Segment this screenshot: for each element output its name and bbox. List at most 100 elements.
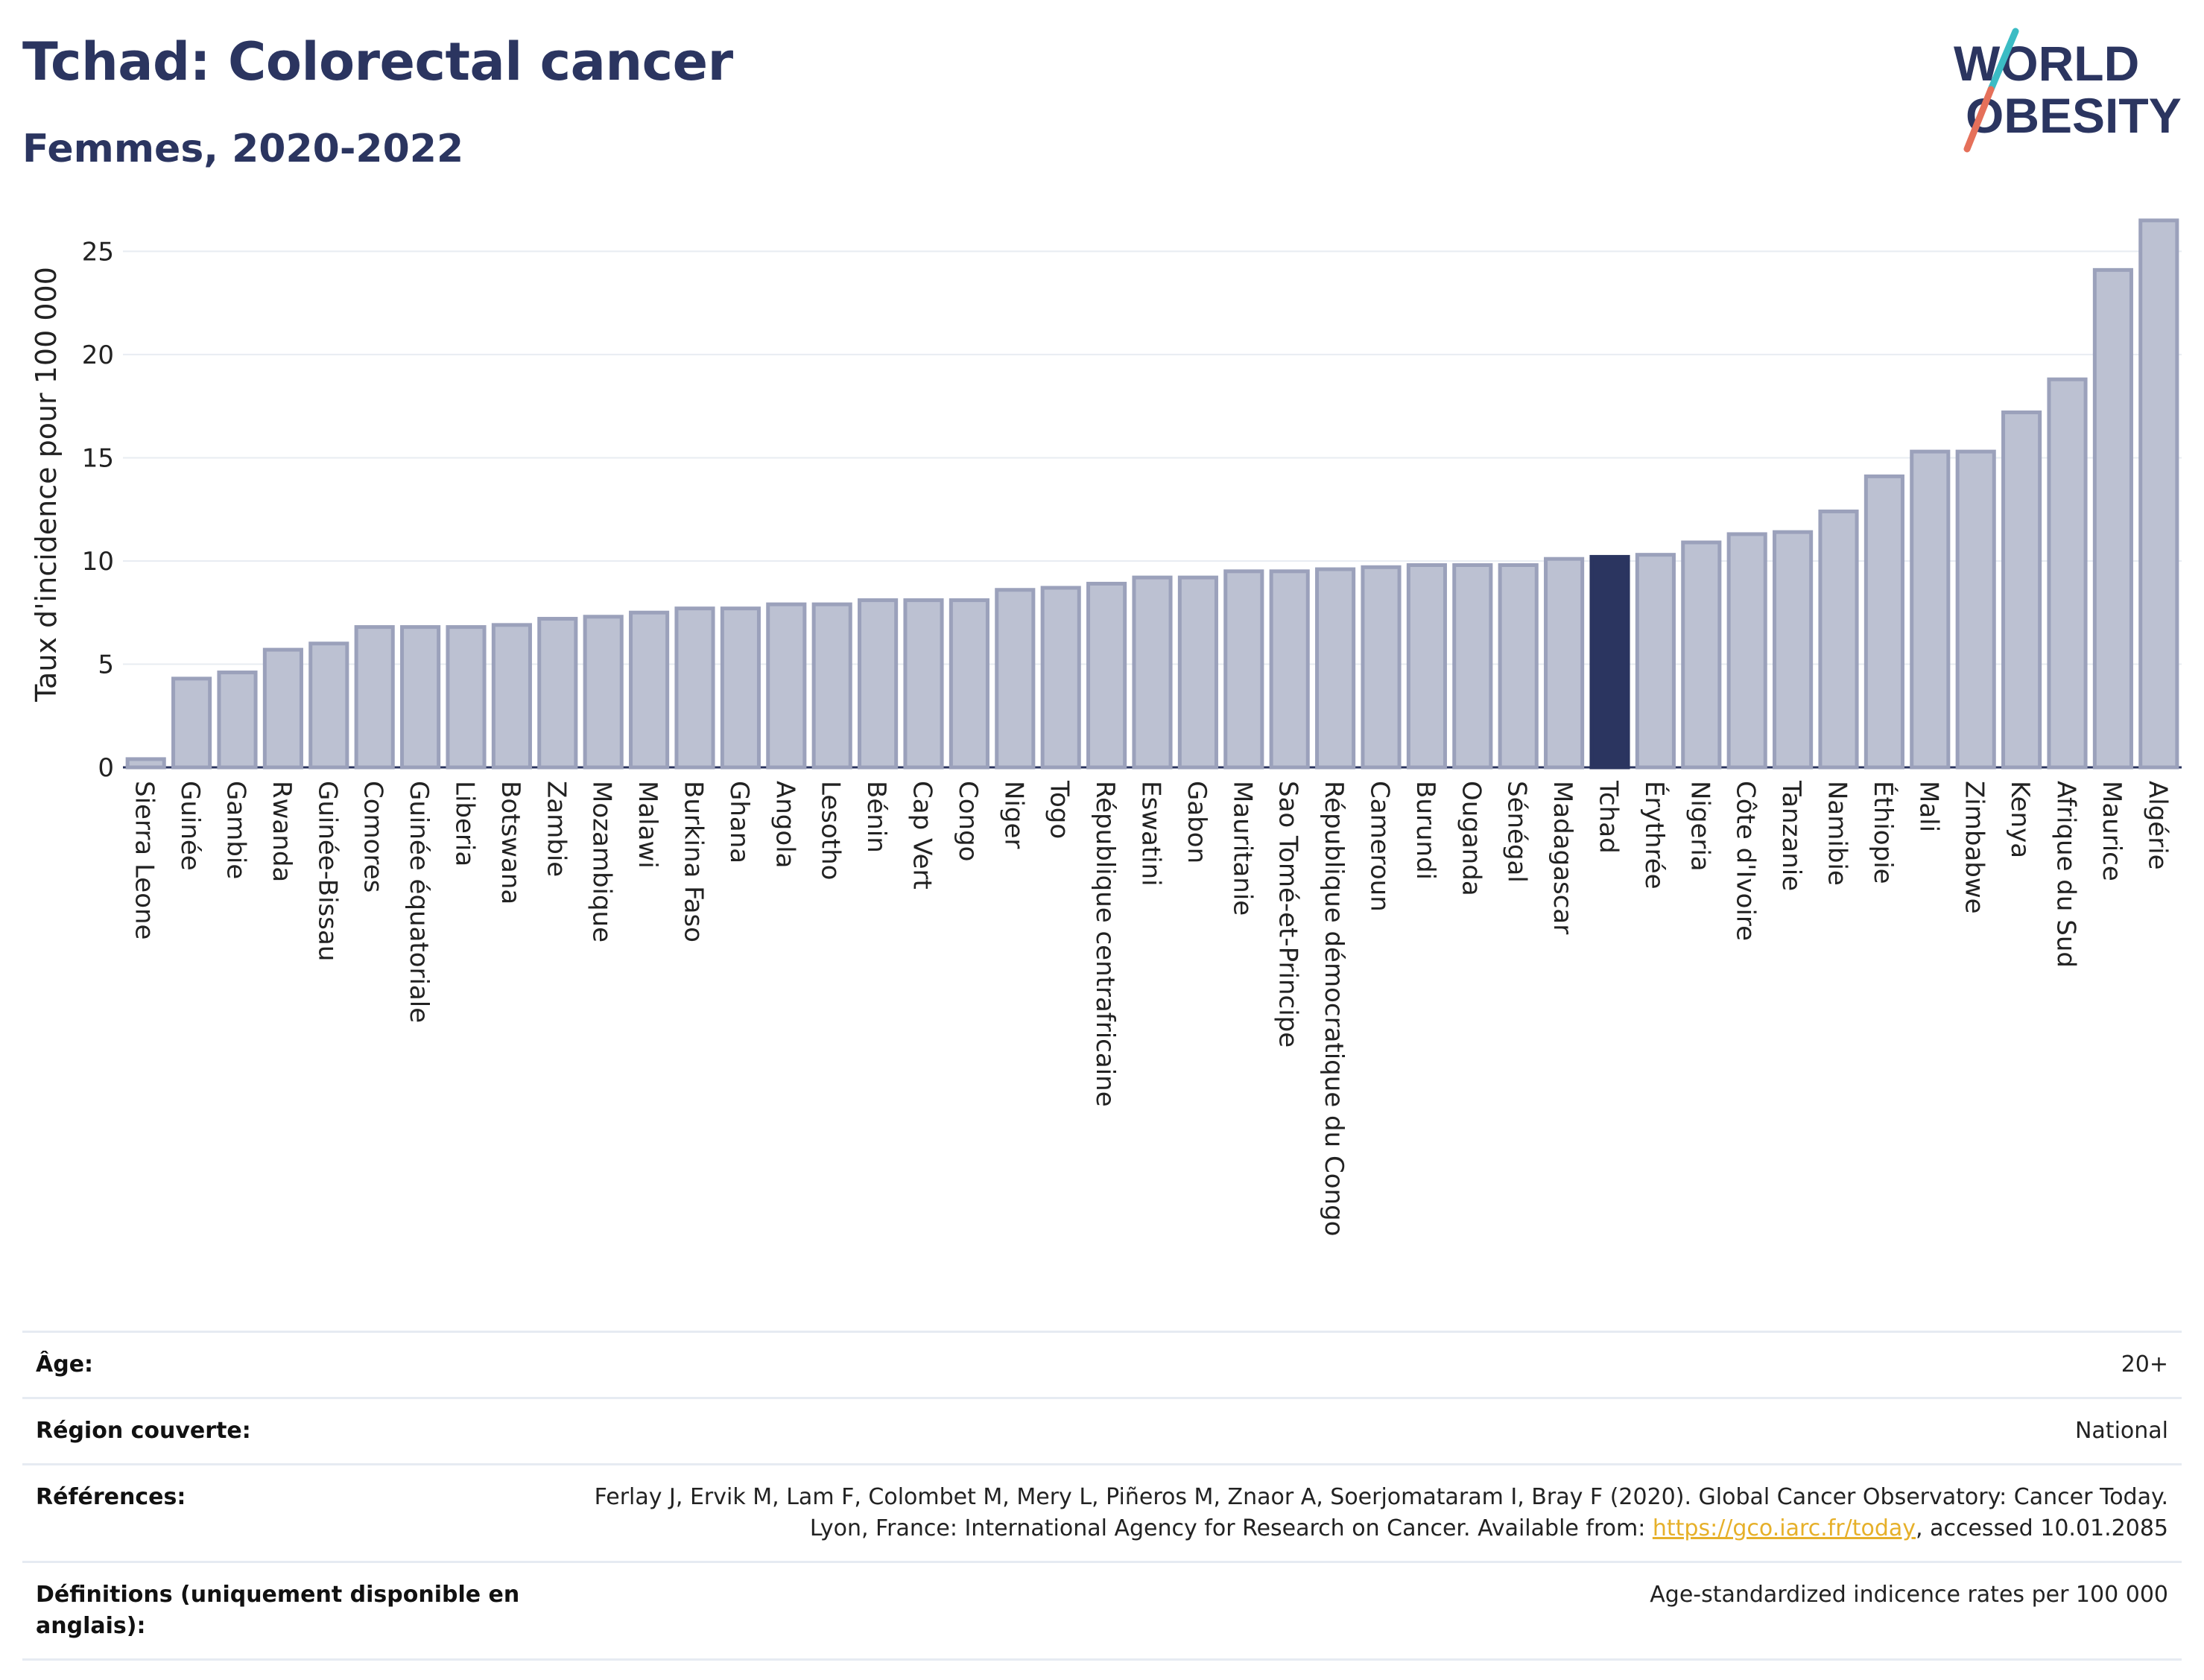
bar-chart: 0 5 10 15 20 25 Sierra Leone Guinée Gambie Rwand… xyxy=(30,218,2182,1236)
x-tick-label: Kenya xyxy=(2005,781,2035,858)
x-tick-label: Guinée-Bissau xyxy=(312,781,342,961)
bar xyxy=(1406,563,1447,770)
chart-title: Tchad: Colorectal cancer xyxy=(22,31,733,92)
bar xyxy=(217,671,258,770)
bar xyxy=(1315,567,1356,770)
y-tick-label: 25 xyxy=(82,237,114,267)
y-tick-label: 15 xyxy=(82,443,114,473)
bar xyxy=(537,617,578,770)
references-accessed: , accessed 10.01.2085 xyxy=(1916,1515,2168,1541)
x-tick-label: Bénin xyxy=(861,781,891,853)
x-tick-label: Zimbabwe xyxy=(1960,781,1989,914)
references-link[interactable]: https://gco.iarc.fr/today xyxy=(1652,1515,1916,1541)
x-tick-label: Maurice xyxy=(2097,781,2127,881)
bar xyxy=(674,606,715,770)
bar xyxy=(446,625,487,770)
x-tick-label: Gambie xyxy=(221,781,251,879)
x-tick-label: Liberia xyxy=(450,781,480,866)
bar xyxy=(262,647,303,770)
y-tick-label: 10 xyxy=(82,547,114,577)
region-label: Région couverte: xyxy=(36,1418,251,1444)
bar xyxy=(2047,377,2088,770)
bar xyxy=(1863,474,1904,770)
x-tick-label: Congo xyxy=(953,781,983,861)
bar xyxy=(125,757,166,770)
x-tick-label: Burkina Faso xyxy=(679,781,709,942)
bar xyxy=(2138,218,2179,770)
bar xyxy=(1269,569,1310,770)
y-axis-title: Taux d'incidence pour 100 000 xyxy=(30,267,63,703)
x-tick-label: Sierra Leone xyxy=(130,781,159,939)
x-tick-label: Tanzanie xyxy=(1776,780,1806,891)
bar xyxy=(766,602,807,770)
x-tick-label: Comores xyxy=(358,781,388,893)
x-tick-label: Cap Vert xyxy=(908,781,937,890)
x-tick-label: Ouganda xyxy=(1456,781,1486,896)
definitions-label: Définitions (uniquement disponible en an… xyxy=(36,1582,520,1639)
x-tick-label: Tchad xyxy=(1594,780,1624,854)
logo-line2: OBESITY xyxy=(1966,88,2182,143)
y-tick-label: 20 xyxy=(82,340,114,370)
bar xyxy=(1086,581,1127,770)
x-tick-label: Cameroun xyxy=(1365,781,1395,912)
bar xyxy=(995,588,1036,770)
x-tick-label: Botswana xyxy=(495,781,525,904)
x-tick-label: Madagascar xyxy=(1548,781,1577,934)
x-tick-label: Malawi xyxy=(633,781,662,869)
region-value: National xyxy=(2074,1418,2168,1444)
bars xyxy=(125,218,2179,770)
bar xyxy=(400,625,441,770)
bar xyxy=(1726,532,1767,770)
bar xyxy=(1223,569,1264,770)
bar xyxy=(491,623,532,770)
x-tick-label: Érythrée xyxy=(1639,781,1670,890)
bar xyxy=(1910,449,1951,770)
bar xyxy=(171,676,212,770)
x-tick-label: Eswatini xyxy=(1136,781,1166,887)
x-tick-label: Nigeria xyxy=(1685,781,1714,872)
x-tick-label: Sénégal xyxy=(1502,781,1532,883)
bar xyxy=(1544,557,1585,770)
bar xyxy=(720,606,761,770)
x-tick-label: République centrafricaine xyxy=(1090,781,1120,1107)
references-label: Références: xyxy=(36,1484,186,1510)
bar xyxy=(1589,554,1630,770)
world-obesity-logo: WORLD OBESITY xyxy=(1954,28,2182,153)
definitions-value: Age-standardized indicence rates per 100… xyxy=(1650,1582,2168,1608)
bar xyxy=(1040,586,1081,770)
info-table: Âge: 20+ Région couverte: National Référ… xyxy=(22,1331,2182,1661)
references-text: Ferlay J, Ervik M, Lam F, Colombet M, Me… xyxy=(594,1484,2168,1541)
x-tick-label: Burundi xyxy=(1410,781,1440,880)
x-tick-label: Rwanda xyxy=(267,781,297,882)
bar xyxy=(308,641,349,770)
info-row-references: Références: Ferlay J, Ervik M, Lam F, Co… xyxy=(22,1463,2182,1561)
x-tick-label: Niger xyxy=(998,781,1028,849)
x-tick-label: Sao Tomé-et-Principe xyxy=(1273,781,1303,1047)
x-tick-label: Guinée xyxy=(175,781,205,871)
bar xyxy=(1681,540,1722,770)
x-tick-label: Gabon xyxy=(1182,781,1212,863)
bar xyxy=(1452,563,1493,770)
bar xyxy=(1361,565,1402,770)
bar xyxy=(949,598,989,770)
x-axis-labels: Sierra Leone Guinée Gambie Rwanda Guinée-Bis… xyxy=(130,780,2173,1236)
bar xyxy=(1635,553,1676,770)
x-tick-label: Éthiopie xyxy=(1868,781,1899,884)
bar xyxy=(2092,267,2133,770)
bar xyxy=(1773,530,1814,770)
bar xyxy=(903,598,944,770)
chart-subtitle: Femmes, 2020-2022 xyxy=(22,127,464,171)
age-label: Âge: xyxy=(36,1351,94,1378)
bar xyxy=(1177,575,1218,770)
x-tick-label: Mali xyxy=(1913,781,1943,832)
bar xyxy=(858,598,899,770)
y-tick-label: 5 xyxy=(98,650,114,679)
x-tick-label: Zambie xyxy=(541,781,571,877)
x-tick-label: Afrique du Sud xyxy=(2051,781,2081,968)
y-tick-label: 0 xyxy=(98,753,114,783)
logo-line1: WORLD xyxy=(1954,36,2139,91)
x-tick-label: République démocratique du Congo xyxy=(1319,781,1349,1236)
x-tick-label: Guinée équatoriale xyxy=(404,781,434,1023)
x-tick-label: Mauritanie xyxy=(1227,781,1257,916)
bar xyxy=(583,615,624,770)
